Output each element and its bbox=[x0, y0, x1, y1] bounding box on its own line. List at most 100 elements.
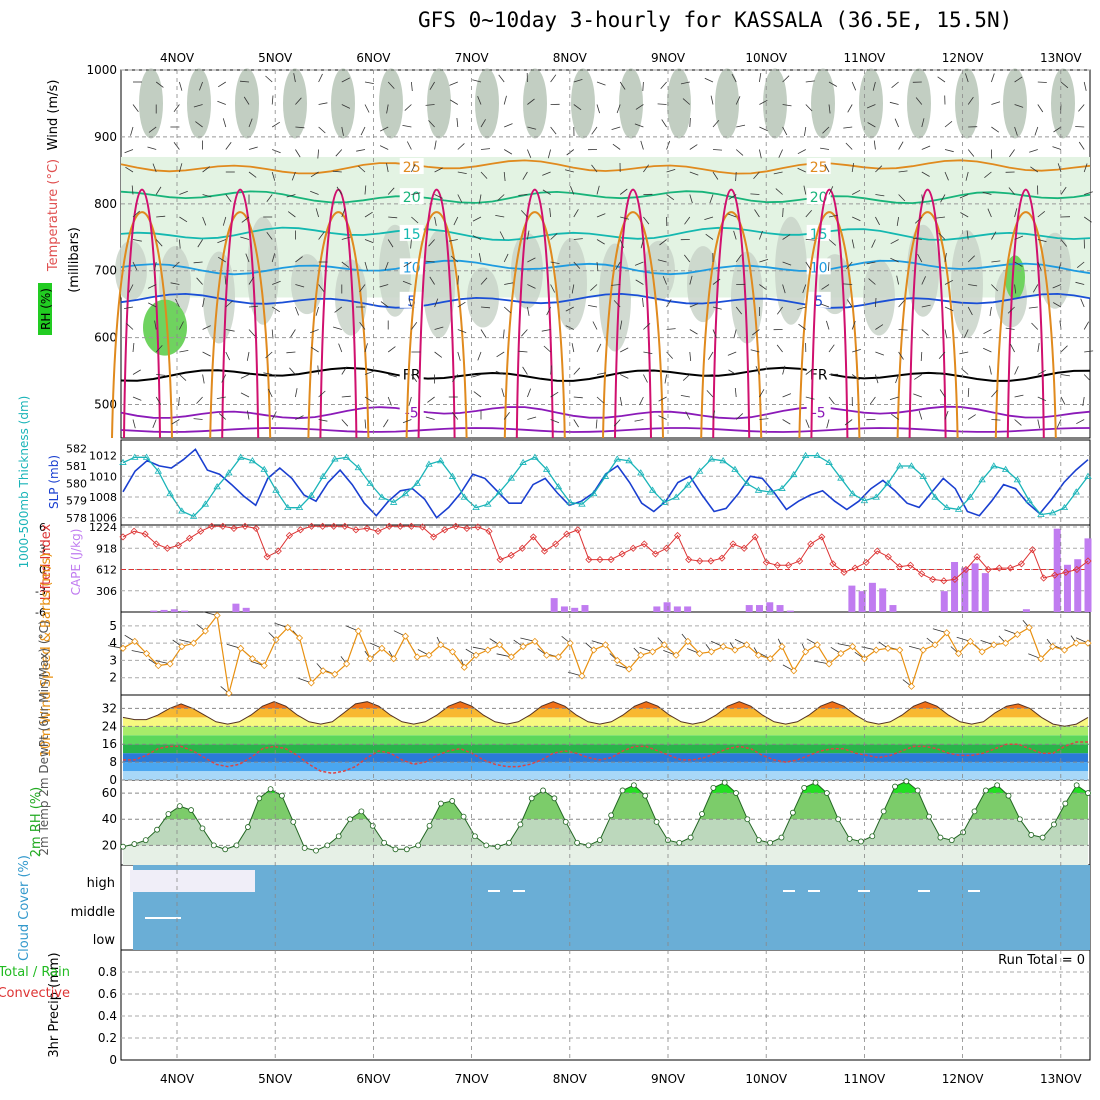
wind-barb bbox=[1031, 322, 1039, 330]
thickness-point bbox=[778, 484, 786, 491]
wind-barb bbox=[495, 215, 505, 218]
isotherm-label: 25 bbox=[403, 160, 421, 176]
wind-barb bbox=[619, 396, 623, 406]
li-point bbox=[452, 522, 460, 530]
wind-barb bbox=[126, 323, 134, 330]
wind-barb bbox=[132, 369, 141, 375]
rh-point bbox=[823, 790, 830, 796]
wind-barb bbox=[940, 194, 946, 203]
wind-barb bbox=[341, 366, 347, 375]
wind-barb bbox=[642, 297, 644, 308]
wind-point bbox=[625, 665, 633, 673]
wind-point bbox=[896, 646, 904, 654]
wind-barb bbox=[497, 194, 505, 201]
rh-patch-low bbox=[667, 68, 691, 139]
cape-tick-label: 612 bbox=[96, 564, 117, 577]
wind-barb bbox=[341, 77, 350, 83]
li-point bbox=[385, 522, 393, 530]
li-point bbox=[607, 556, 615, 564]
wind-barb bbox=[936, 216, 946, 219]
dewpt-line bbox=[123, 741, 1088, 775]
wind-barb bbox=[889, 396, 899, 400]
wind-barb bbox=[318, 73, 323, 83]
isotherm-label-bg bbox=[806, 258, 831, 275]
wind-barb bbox=[295, 149, 301, 158]
wind-barb bbox=[935, 373, 946, 375]
wind-barb bbox=[759, 99, 768, 105]
wind-point bbox=[331, 670, 339, 678]
thickness-line bbox=[122, 454, 1089, 518]
wind-barb bbox=[1010, 343, 1015, 353]
wind-barb bbox=[170, 282, 180, 285]
wind-barb bbox=[573, 104, 582, 111]
li-point bbox=[430, 533, 438, 541]
wind-barb bbox=[805, 419, 810, 428]
thickness-point bbox=[1048, 509, 1057, 516]
cape-tick-label: 306 bbox=[96, 585, 117, 598]
rh-point bbox=[801, 784, 808, 791]
wind-barb bbox=[1037, 419, 1041, 429]
wind-barb bbox=[898, 170, 908, 173]
rh-point bbox=[1085, 790, 1091, 796]
wind-barb bbox=[478, 253, 482, 263]
wind-barb bbox=[759, 230, 763, 240]
wind-barb bbox=[640, 239, 644, 249]
wind-barb bbox=[852, 216, 861, 222]
wind-barb bbox=[734, 387, 737, 398]
wind-barb bbox=[989, 306, 992, 316]
rh-tick-label: 40 bbox=[102, 812, 117, 826]
thickness-point bbox=[1001, 465, 1010, 472]
wind-barb bbox=[155, 186, 162, 195]
rh-point bbox=[744, 816, 751, 823]
wind-barb bbox=[872, 81, 876, 91]
wind-barb bbox=[543, 345, 551, 353]
wind-barb bbox=[428, 120, 435, 128]
wind-barb bbox=[683, 254, 691, 263]
wind-barb bbox=[868, 278, 876, 285]
li-point bbox=[951, 575, 959, 583]
wind-barb bbox=[341, 126, 344, 136]
wind-point bbox=[178, 643, 186, 651]
thickness-point bbox=[884, 479, 892, 486]
wind-barb bbox=[921, 118, 925, 128]
wind-barb bbox=[776, 306, 783, 315]
wind-barb bbox=[898, 141, 904, 150]
wind-barb bbox=[387, 187, 395, 195]
isotherm-line bbox=[120, 259, 1091, 276]
wind-barb bbox=[727, 213, 737, 218]
cloud-high-dash bbox=[513, 890, 525, 892]
rh-patch-low bbox=[379, 68, 403, 139]
wind-barb bbox=[571, 284, 575, 294]
thickness-point bbox=[307, 491, 315, 498]
wind-point bbox=[343, 660, 351, 668]
rh-point bbox=[551, 795, 558, 802]
wind-barb bbox=[217, 100, 226, 105]
wind-barb bbox=[596, 343, 602, 353]
wind-barb bbox=[944, 279, 954, 285]
wind-barb bbox=[457, 275, 459, 285]
wind-barb bbox=[1037, 210, 1046, 218]
wind-point bbox=[637, 651, 645, 659]
wind-point bbox=[213, 611, 221, 620]
bl-temp-curve-hot bbox=[712, 188, 751, 439]
wind-barb bbox=[341, 261, 350, 268]
wind-barb bbox=[875, 216, 880, 226]
thickness-point bbox=[813, 451, 822, 459]
wind-barb bbox=[434, 298, 439, 308]
wind-barb bbox=[154, 320, 157, 330]
wind-barb bbox=[542, 171, 551, 176]
thickness-point bbox=[260, 465, 268, 472]
day-label-top: 8NOV bbox=[553, 51, 588, 65]
rh-point bbox=[233, 842, 240, 849]
wind-barb bbox=[782, 207, 784, 218]
cape-axis-label: CAPE (J/kg) bbox=[69, 529, 83, 596]
rh-point bbox=[1073, 782, 1080, 789]
wind-barb bbox=[434, 216, 437, 226]
wind-barb bbox=[890, 257, 899, 263]
li-point bbox=[707, 557, 715, 565]
wind-barb bbox=[434, 167, 443, 173]
li-point bbox=[696, 557, 704, 565]
wind-barb bbox=[411, 163, 416, 173]
wind-barb bbox=[921, 194, 924, 204]
thickness-point bbox=[766, 488, 774, 495]
